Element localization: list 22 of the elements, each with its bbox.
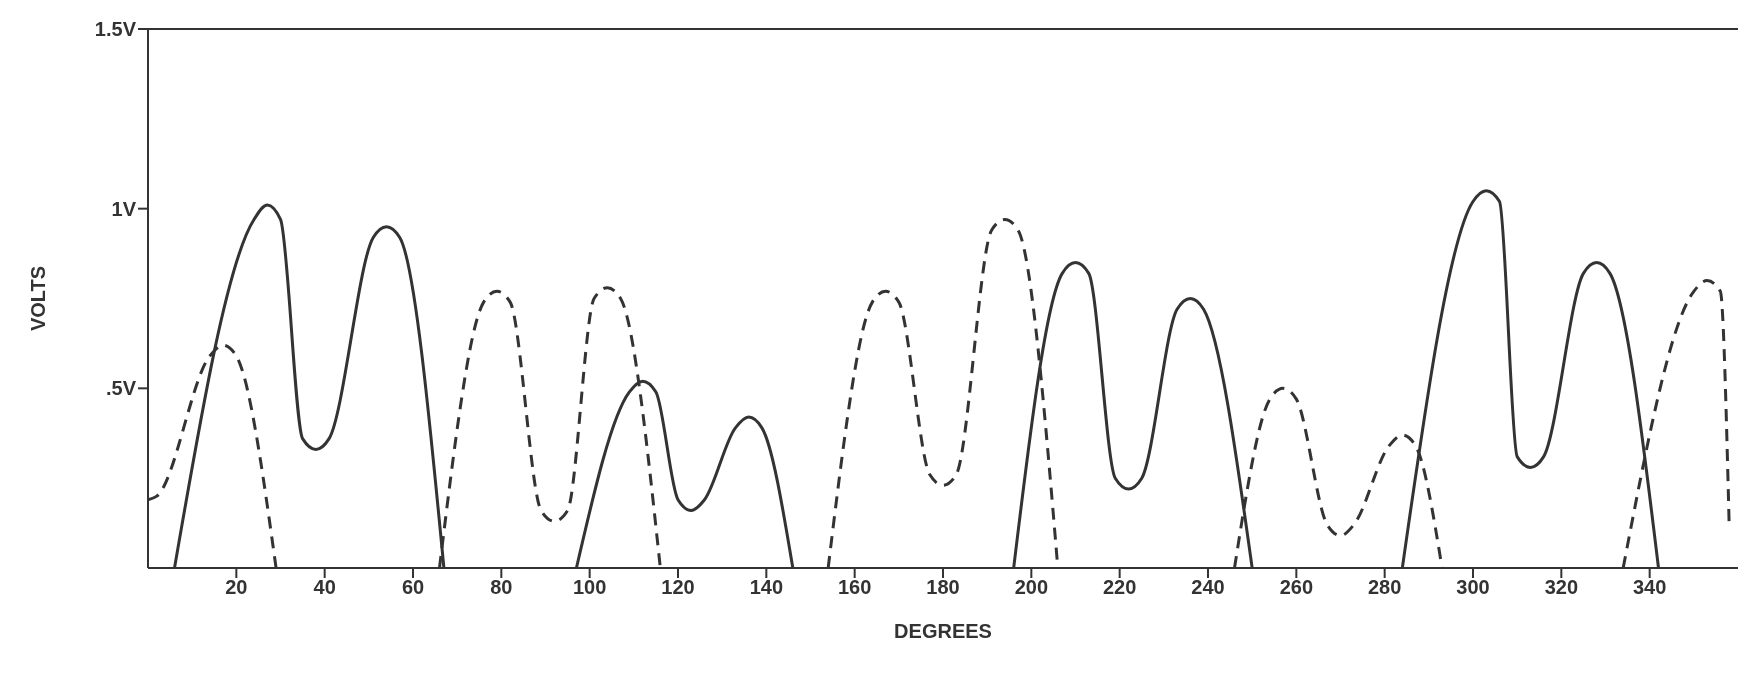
y-tick-label: 1.5V: [94, 18, 137, 41]
x-tick-label: 180: [926, 576, 960, 599]
x-tick-label: 120: [661, 576, 695, 599]
x-tick-label: 100: [572, 576, 607, 599]
y-tick-label: 1V: [111, 197, 137, 220]
x-tick-label: 340: [1632, 576, 1667, 599]
x-tick-label: 240: [1191, 576, 1225, 599]
x-tick-label: 200: [1014, 576, 1049, 599]
x-tick-label: 220: [1102, 576, 1137, 599]
x-tick-label: 300: [1456, 576, 1490, 599]
x-tick-label: 20: [225, 576, 248, 599]
x-tick-label: 160: [837, 576, 872, 599]
y-axis-title: VOLTS: [27, 265, 50, 332]
x-tick-label: 80: [490, 576, 513, 599]
x-tick-label: 320: [1544, 576, 1579, 599]
y-tick-label: .5V: [105, 377, 137, 400]
x-axis-title: DEGREES: [894, 620, 992, 642]
x-tick-label: 60: [401, 576, 425, 599]
x-tick-label: 140: [749, 576, 784, 599]
x-tick-label: 40: [313, 576, 336, 599]
x-tick-label: 280: [1367, 576, 1402, 599]
x-tick-label: 260: [1279, 576, 1314, 599]
